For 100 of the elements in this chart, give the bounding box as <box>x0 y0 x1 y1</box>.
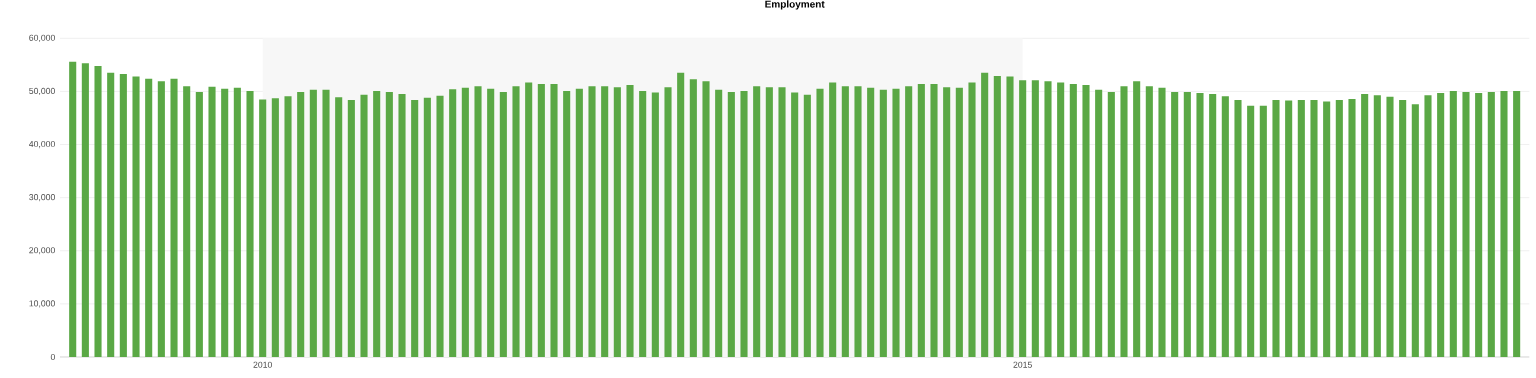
bar <box>1057 82 1065 357</box>
y-tick-label: 40,000 <box>29 140 55 149</box>
y-tick-label: 30,000 <box>29 194 55 202</box>
bar <box>69 61 77 357</box>
y-tick-label: 0 <box>50 353 55 361</box>
bar <box>1133 81 1141 357</box>
bar <box>1272 99 1280 357</box>
bar <box>879 89 887 357</box>
bar <box>702 81 710 357</box>
chart-title: Employment <box>765 0 825 10</box>
bar <box>715 89 723 357</box>
bar <box>1348 98 1356 357</box>
bar <box>208 86 216 357</box>
bar <box>233 87 241 357</box>
bar <box>1323 101 1331 357</box>
bar <box>689 79 697 357</box>
bar <box>1019 80 1027 357</box>
bar <box>727 91 735 357</box>
bar <box>626 85 634 357</box>
bar <box>1297 99 1305 357</box>
bar <box>537 84 545 357</box>
bar <box>1513 90 1521 357</box>
bar <box>1462 91 1470 357</box>
bar <box>955 87 963 357</box>
bar <box>1069 84 1077 357</box>
bar <box>132 76 140 357</box>
bar <box>411 99 419 357</box>
bar <box>195 91 203 357</box>
bar <box>1386 96 1394 357</box>
bar <box>943 87 951 357</box>
bar <box>487 88 495 357</box>
bar <box>221 88 229 357</box>
bar <box>512 86 520 357</box>
bar <box>360 94 368 357</box>
bar <box>81 63 89 357</box>
bar <box>639 90 647 357</box>
bar <box>157 81 165 357</box>
bar <box>1107 91 1115 357</box>
bar <box>449 89 457 357</box>
bar <box>1310 99 1318 357</box>
bar <box>1449 90 1457 357</box>
bar <box>854 86 862 357</box>
bar <box>1044 81 1052 357</box>
bar <box>1399 99 1407 357</box>
bar <box>816 88 824 357</box>
bar <box>246 90 254 357</box>
bar <box>1500 90 1508 357</box>
y-tick-label: 50,000 <box>29 87 55 96</box>
bar <box>94 65 102 357</box>
x-tick-label: 2015 <box>1013 361 1032 368</box>
bar <box>335 97 343 357</box>
bar <box>474 86 482 357</box>
bar <box>1437 93 1445 357</box>
bar <box>993 76 1001 357</box>
bar <box>1196 93 1204 357</box>
bar <box>1361 94 1369 357</box>
bar <box>575 88 583 357</box>
bar <box>373 90 381 357</box>
bar <box>1285 100 1293 357</box>
bar <box>170 78 178 357</box>
bar <box>284 96 292 357</box>
bar <box>803 94 811 357</box>
bar <box>829 82 837 357</box>
bar <box>436 95 444 357</box>
bar <box>981 72 989 357</box>
x-tick-label: 2010 <box>253 361 272 368</box>
bar <box>1183 91 1191 357</box>
bar <box>1487 91 1495 357</box>
bar <box>347 99 355 357</box>
bar <box>145 78 153 357</box>
bar <box>791 92 799 357</box>
bar <box>423 97 431 357</box>
bar <box>1120 86 1128 357</box>
bar <box>841 86 849 357</box>
bar <box>1475 93 1483 357</box>
bar <box>119 73 127 357</box>
bar <box>588 86 596 357</box>
y-tick-label: 10,000 <box>29 300 55 308</box>
bar <box>550 84 558 357</box>
bar <box>461 87 469 357</box>
bar <box>1373 95 1381 357</box>
bar <box>1424 95 1432 357</box>
bar <box>309 89 317 357</box>
bar <box>259 99 267 357</box>
bar <box>1031 80 1039 357</box>
bar <box>765 87 773 357</box>
bar <box>778 87 786 357</box>
bar <box>905 86 913 357</box>
bar <box>271 98 279 357</box>
bar <box>1095 89 1103 357</box>
bar <box>499 91 507 357</box>
bar <box>651 92 659 357</box>
bar <box>677 72 685 357</box>
bar <box>1145 86 1153 357</box>
bar <box>297 91 305 357</box>
y-tick-label: 60,000 <box>29 34 55 42</box>
bar <box>917 84 925 357</box>
bar <box>892 88 900 357</box>
bar <box>753 86 761 357</box>
bar <box>1082 85 1090 357</box>
